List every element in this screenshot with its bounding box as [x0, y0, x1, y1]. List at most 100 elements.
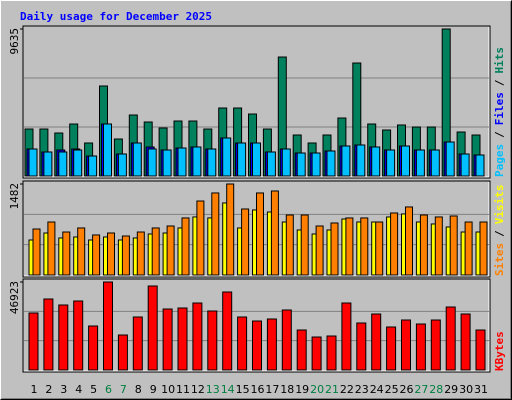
x-tick-label: 26	[400, 383, 414, 396]
x-tick-label: 6	[105, 383, 112, 396]
bar	[326, 150, 336, 177]
panel-bevel	[24, 182, 490, 277]
bar	[281, 309, 292, 371]
bar	[430, 319, 441, 371]
bar	[464, 221, 473, 276]
legend-separator: /	[493, 230, 506, 237]
bar	[296, 329, 307, 371]
bar	[256, 192, 264, 276]
bar	[73, 149, 83, 177]
bar	[196, 200, 205, 276]
bar	[341, 145, 351, 177]
bar	[103, 123, 112, 177]
y-tick-label: 9635	[8, 28, 21, 55]
bar	[356, 144, 366, 177]
bar	[88, 325, 99, 371]
x-tick-label: 28	[429, 383, 443, 396]
x-tick-label: 31	[474, 383, 488, 396]
legend-entry: Hits	[493, 47, 506, 74]
bar	[192, 146, 202, 177]
x-tick-label: 4	[75, 383, 82, 396]
bar	[211, 192, 220, 276]
x-tick-label: 30	[459, 383, 473, 396]
x-tick-label: 17	[265, 383, 279, 396]
x-tick-label: 8	[135, 383, 142, 396]
bar	[434, 216, 443, 276]
bar	[132, 316, 143, 371]
x-tick-label: 29	[444, 383, 458, 396]
bar	[207, 310, 218, 371]
bar	[375, 221, 384, 276]
bar	[58, 304, 69, 371]
bar	[121, 235, 130, 276]
x-tick-label: 12	[191, 383, 205, 396]
y-tick-label: 1482	[8, 183, 21, 210]
x-tick-label: 20	[310, 383, 324, 396]
x-tick-label: 16	[251, 383, 265, 396]
x-tick-label: 5	[90, 383, 97, 396]
bar	[386, 149, 396, 177]
bar	[371, 313, 382, 371]
bar	[181, 217, 190, 276]
x-tick-label: 22	[340, 383, 354, 396]
legend-entry: Files	[493, 92, 506, 125]
x-tick-label: 3	[60, 383, 67, 396]
bar	[28, 312, 39, 371]
bar	[460, 313, 471, 371]
bar	[371, 146, 381, 177]
x-tick-label: 24	[370, 383, 384, 396]
bar	[386, 326, 397, 371]
bar	[222, 291, 233, 371]
bar	[192, 302, 203, 371]
x-tick-label: 9	[150, 383, 157, 396]
x-tick-label: 13	[206, 383, 220, 396]
bar	[237, 316, 248, 371]
bar	[28, 148, 38, 177]
bar	[117, 153, 127, 177]
y-tick-label: 46923	[8, 281, 21, 314]
bar	[162, 308, 173, 371]
legend-entry: Sites	[493, 243, 506, 276]
bar	[177, 307, 188, 371]
bar	[136, 231, 145, 276]
legend-entry: Pages	[493, 144, 506, 177]
legend-separator: /	[493, 79, 506, 86]
bar	[401, 319, 411, 371]
x-tick-label: 18	[280, 383, 294, 396]
x-tick-label: 19	[295, 383, 309, 396]
bar	[415, 323, 426, 371]
bar	[266, 151, 276, 177]
bar	[401, 145, 410, 177]
bar	[356, 322, 367, 371]
bar	[147, 148, 157, 177]
bar	[88, 155, 98, 177]
bar	[475, 154, 485, 177]
bar	[300, 214, 309, 276]
bar	[241, 208, 250, 276]
bar	[151, 227, 160, 276]
bar	[77, 227, 86, 276]
bar	[341, 302, 352, 371]
bar	[222, 137, 232, 177]
panel-bevel	[24, 27, 490, 178]
bar	[281, 148, 291, 177]
bar	[296, 152, 306, 177]
bar	[405, 206, 413, 276]
bar	[103, 281, 113, 371]
bar	[252, 142, 261, 177]
legend: Sites / Visits	[493, 185, 506, 277]
legend-entry: Visits	[493, 185, 506, 225]
x-tick-label: 10	[161, 383, 175, 396]
bar	[166, 225, 175, 276]
bar	[445, 141, 455, 177]
x-tick-label: 25	[385, 383, 399, 396]
bar	[326, 335, 337, 371]
bar	[177, 147, 187, 177]
x-tick-label: 27	[414, 383, 428, 396]
legend: KBytes	[493, 331, 506, 371]
bar	[360, 217, 369, 276]
bar	[226, 183, 235, 276]
bar	[266, 318, 277, 371]
bar	[479, 221, 488, 276]
